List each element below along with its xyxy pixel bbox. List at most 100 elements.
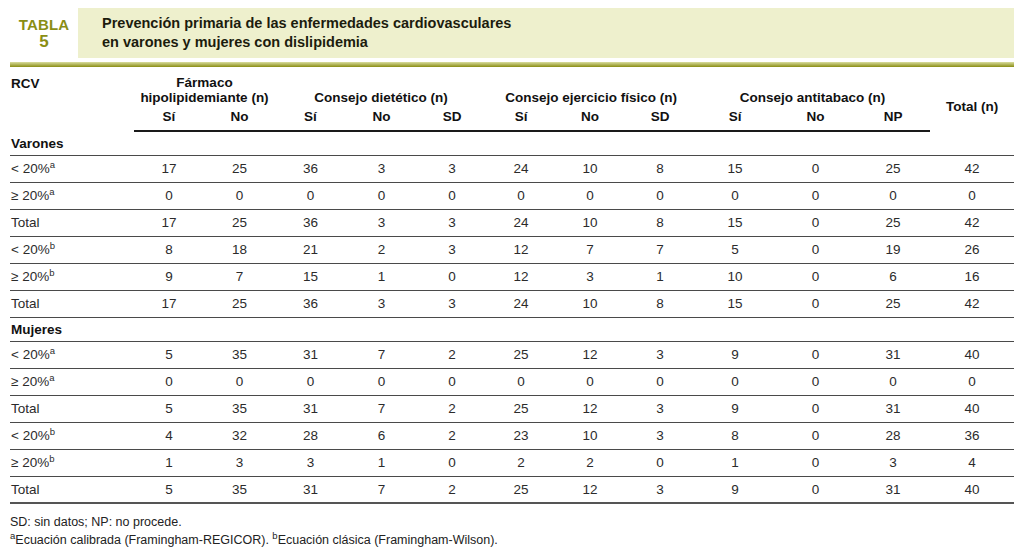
data-cell: 2 (555, 449, 625, 476)
data-cell: 25 (856, 155, 930, 182)
data-cell: 5 (134, 476, 204, 503)
sub-header: SD (417, 105, 487, 131)
data-cell: 8 (625, 290, 695, 317)
sub-header: Sí (275, 105, 346, 131)
table-row: Total17253633241081502542 (10, 209, 1014, 236)
data-cell: 17 (134, 209, 204, 236)
sub-header: SD (625, 105, 695, 131)
data-cell: 12 (555, 395, 625, 422)
data-cell: 1 (625, 263, 695, 290)
data-cell: 8 (625, 155, 695, 182)
data-cell: 3 (625, 476, 695, 503)
data-cell: 0 (775, 209, 856, 236)
table-row: < 20%b432286223103802836 (10, 422, 1014, 449)
data-cell: 0 (346, 368, 417, 395)
data-cell: 5 (134, 341, 204, 368)
data-cell: 42 (930, 209, 1014, 236)
data-cell: 15 (275, 263, 346, 290)
data-cell: 3 (275, 449, 346, 476)
data-cell: 36 (275, 290, 346, 317)
data-cell: 7 (346, 341, 417, 368)
data-cell: 31 (856, 395, 930, 422)
data-cell: 7 (346, 476, 417, 503)
data-cell: 3 (625, 395, 695, 422)
data-cell: 0 (625, 368, 695, 395)
data-cell: 31 (856, 476, 930, 503)
sub-header: Sí (134, 105, 204, 131)
table-row: Total535317225123903140 (10, 395, 1014, 422)
data-cell: 9 (134, 263, 204, 290)
group-header-row: RCVFármacohipolipidemiante (n)Consejo di… (10, 70, 1014, 105)
table-title: Prevención primaria de las enfermedades … (78, 8, 1014, 58)
data-cell: 0 (695, 182, 775, 209)
table-row: < 20%b81821231277501926 (10, 236, 1014, 263)
data-cell: 0 (775, 449, 856, 476)
data-cell: 7 (346, 395, 417, 422)
data-cell: 42 (930, 290, 1014, 317)
row-label: < 20%b (10, 236, 134, 263)
data-cell: 10 (555, 422, 625, 449)
data-cell: 0 (856, 182, 930, 209)
data-cell: 6 (856, 263, 930, 290)
data-cell: 3 (417, 155, 487, 182)
data-cell: 10 (555, 290, 625, 317)
data-cell: 23 (487, 422, 555, 449)
sub-header: No (346, 105, 417, 131)
data-cell: 0 (487, 368, 555, 395)
data-cell: 25 (487, 341, 555, 368)
tabla-badge-word: TABLA (19, 16, 70, 33)
data-cell: 8 (695, 422, 775, 449)
data-cell: 4 (930, 449, 1014, 476)
data-cell: 0 (775, 395, 856, 422)
data-cell: 1 (346, 449, 417, 476)
data-cell: 9 (695, 341, 775, 368)
sub-header: Sí (487, 105, 555, 131)
data-cell: 0 (275, 368, 346, 395)
data-cell: 19 (856, 236, 930, 263)
sub-header: No (204, 105, 275, 131)
data-cell: 9 (695, 395, 775, 422)
data-cell: 16 (930, 263, 1014, 290)
data-cell: 25 (204, 155, 275, 182)
column-header-rcv: RCV (10, 70, 134, 131)
data-cell: 28 (856, 422, 930, 449)
table-title-line2: en varones y mujeres con dislipidemia (102, 33, 1014, 52)
data-cell: 3 (346, 290, 417, 317)
section-row: Varones (10, 131, 1014, 155)
data-cell: 25 (204, 209, 275, 236)
data-cell: 4 (134, 422, 204, 449)
data-cell: 0 (417, 182, 487, 209)
data-cell: 0 (775, 182, 856, 209)
footnote-abbrev: SD: sin datos; NP: no procede. (10, 513, 1014, 531)
data-cell: 2 (417, 476, 487, 503)
data-cell: 12 (487, 236, 555, 263)
data-cell: 0 (775, 476, 856, 503)
data-cell: 3 (856, 449, 930, 476)
data-cell: 0 (487, 182, 555, 209)
total-column-header: Total (n) (930, 70, 1014, 131)
data-cell: 25 (204, 290, 275, 317)
data-cell: 0 (555, 368, 625, 395)
data-cell: 0 (775, 341, 856, 368)
data-cell: 36 (275, 209, 346, 236)
data-cell: 36 (275, 155, 346, 182)
data-cell: 25 (487, 395, 555, 422)
data-cell: 25 (856, 209, 930, 236)
data-cell: 18 (204, 236, 275, 263)
row-label: < 20%a (10, 155, 134, 182)
tabla-badge-number: 5 (39, 33, 49, 50)
data-cell: 0 (134, 182, 204, 209)
data-cell: 10 (555, 209, 625, 236)
table-row: ≥ 20%b133102201034 (10, 449, 1014, 476)
data-cell: 0 (695, 368, 775, 395)
group-header: Consejo antitabaco (n) (695, 70, 930, 105)
data-cell: 31 (275, 395, 346, 422)
footnotes: SD: sin datos; NP: no procede. aEcuación… (10, 513, 1014, 549)
data-cell: 7 (555, 236, 625, 263)
data-cell: 6 (346, 422, 417, 449)
data-cell: 17 (134, 290, 204, 317)
page: TABLA 5 Prevención primaria de las enfer… (0, 0, 1024, 558)
data-cell: 31 (275, 476, 346, 503)
sub-header-row: SíNoSíNoSDSíNoSDSíNoNP (10, 105, 1014, 131)
data-cell: 31 (275, 341, 346, 368)
